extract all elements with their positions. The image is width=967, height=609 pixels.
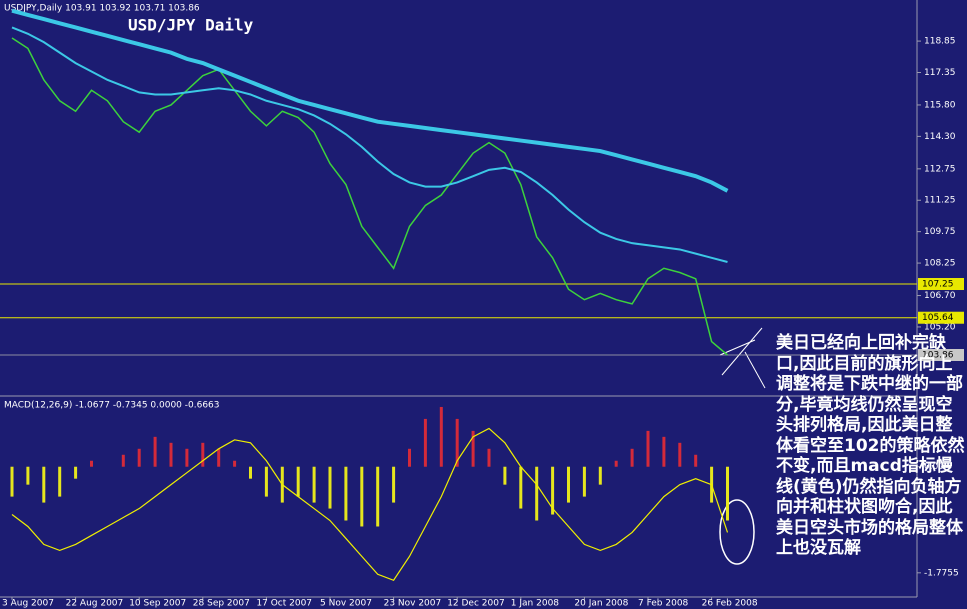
histogram-bar — [249, 466, 252, 479]
price-line — [11, 8, 729, 193]
x-tick-label: 17 Oct 2007 — [256, 599, 312, 609]
x-tick-label: 1 Jan 2008 — [511, 599, 559, 609]
histogram-bar — [42, 466, 46, 503]
x-tick-label: 26 Feb 2008 — [702, 599, 758, 609]
histogram-bar — [169, 442, 173, 467]
level-label-box — [918, 311, 964, 324]
histogram-bar — [360, 466, 364, 527]
y-tick-label: 111.25 — [924, 196, 956, 206]
last-price-label: 103.86 — [922, 351, 954, 361]
histogram-bar — [694, 454, 698, 467]
histogram-bar — [598, 466, 602, 485]
histogram-bar — [582, 466, 586, 497]
histogram-bar — [376, 466, 380, 527]
arrow — [744, 351, 766, 389]
y-tick-label: 114.30 — [924, 132, 956, 142]
x-tick-label: 7 Feb 2008 — [638, 599, 689, 609]
histogram-bar — [678, 442, 682, 467]
histogram-bar — [10, 466, 14, 497]
level-label: 107.25 — [922, 280, 954, 290]
histogram-bar — [551, 466, 555, 515]
x-tick-label: 3 Aug 2007 — [2, 599, 54, 609]
histogram-bar — [344, 466, 348, 521]
chart-title: USD/JPY Daily — [128, 16, 254, 35]
histogram-bar — [264, 466, 268, 497]
y-tick-label: 106.70 — [924, 291, 956, 301]
x-tick-label: 28 Sep 2007 — [193, 599, 250, 609]
y-tick-label: 105.20 — [924, 322, 956, 332]
last-price-box — [918, 349, 964, 362]
histogram-bar — [503, 466, 507, 485]
histogram-bar — [185, 448, 189, 467]
histogram-bar — [201, 442, 205, 467]
y-tick-label: 0.00 — [924, 462, 944, 472]
annotation: 美日已经向上回补完缺口,因此目前的旗形向上调整将是下跌中继的一部分,毕竟均线仍然… — [776, 333, 965, 558]
y-tick-label: 118.85 — [924, 37, 956, 47]
histogram-bar — [121, 454, 125, 467]
histogram-bar — [471, 430, 475, 467]
histogram-bar — [58, 466, 62, 497]
highlight-ellipse — [719, 499, 755, 565]
histogram-bar — [26, 466, 30, 485]
level-label-box — [918, 278, 964, 291]
y-tick-label: 109.75 — [924, 227, 956, 237]
histogram-bar — [630, 448, 634, 467]
histogram-bar — [90, 460, 93, 467]
x-tick-label: 22 Aug 2007 — [66, 599, 124, 609]
price-line — [11, 37, 728, 356]
x-tick-label: 12 Dec 2007 — [447, 599, 505, 609]
price-line — [11, 26, 728, 263]
y-tick-label: 112.75 — [924, 164, 956, 174]
histogram-bar — [328, 466, 332, 509]
histogram-bar — [535, 466, 539, 521]
histogram-bar — [614, 460, 618, 467]
level-label: 105.64 — [922, 313, 954, 323]
histogram-bar — [153, 436, 157, 467]
histogram-bar — [567, 466, 570, 503]
header: USDJPY,Daily 103.91 103.92 103.71 103.86 — [4, 4, 200, 14]
y-tick-label: 117.35 — [924, 68, 956, 78]
histogram-bar — [392, 466, 396, 503]
y-tick-label: 108.25 — [924, 259, 956, 269]
histogram-bar — [233, 460, 237, 467]
wedge-line — [719, 339, 756, 356]
histogram-bar — [217, 448, 221, 467]
y-tick-label: -1.7755 — [924, 568, 959, 578]
histogram-bar — [487, 448, 491, 467]
x-tick-label: 23 Nov 2007 — [384, 599, 442, 609]
histogram-bar — [137, 448, 141, 467]
x-tick-label: 20 Jan 2008 — [574, 599, 628, 609]
histogram-bar — [439, 406, 443, 467]
histogram-bar — [646, 430, 650, 467]
histogram-bar — [74, 466, 78, 479]
y-tick-label: 115.80 — [924, 100, 956, 110]
histogram-bar — [662, 436, 666, 467]
x-tick-label: 10 Sep 2007 — [129, 599, 186, 609]
histogram-bar — [519, 466, 523, 509]
x-tick-label: 5 Nov 2007 — [320, 599, 372, 609]
macd-title: MACD(12,26,9) -1.0677 -0.7345 0.0000 -0.… — [4, 401, 220, 411]
signal-line — [11, 427, 729, 581]
histogram-bar — [455, 418, 459, 467]
histogram-bar — [296, 466, 300, 497]
histogram-bar — [423, 418, 427, 467]
histogram-bar — [408, 448, 411, 467]
histogram-bar — [726, 466, 729, 521]
wedge-line — [721, 327, 763, 376]
histogram-bar — [312, 466, 316, 503]
